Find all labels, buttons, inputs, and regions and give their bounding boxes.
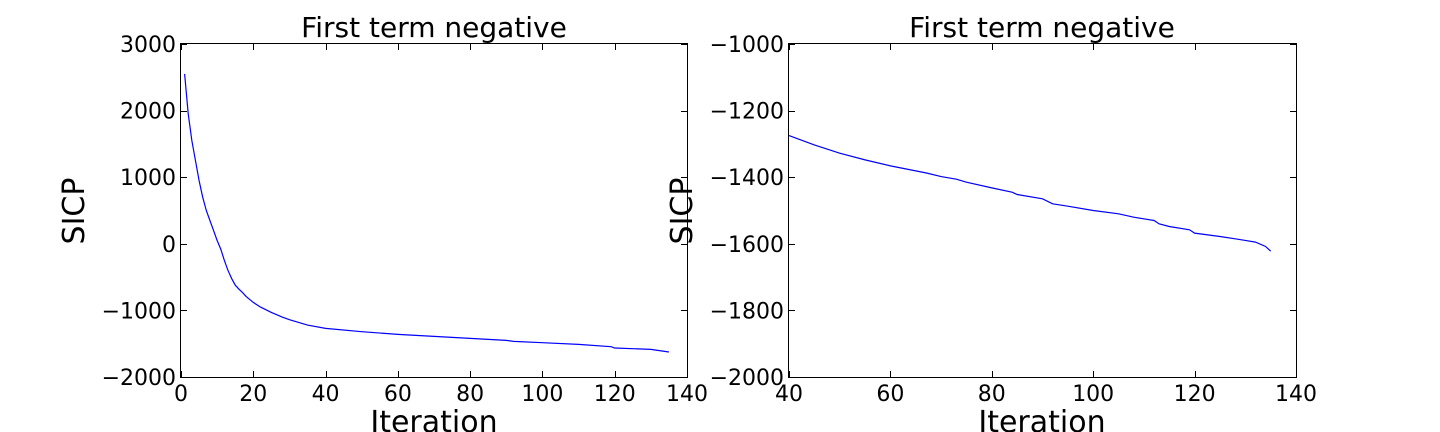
right-chart-series-line: [788, 135, 1272, 252]
left-chart-ytick-label: 3000: [120, 33, 176, 58]
left-chart-ytick-label: −1000: [102, 299, 176, 324]
right-chart-xtick-label: 100: [1072, 382, 1114, 407]
right-chart-ytick-label: −1800: [710, 299, 784, 324]
right-chart-ytick-label: −1000: [710, 33, 784, 58]
right-chart-ytick-label: −2000: [710, 366, 784, 391]
left-chart-ytick-label: 2000: [120, 100, 176, 125]
left-chart-xtick-label: 40: [312, 382, 340, 407]
left-chart-xtick-label: 0: [174, 382, 188, 407]
left-chart-xtick-label: 120: [594, 382, 636, 407]
left-chart-series-line: [184, 73, 670, 353]
left-chart-xtick-label: 140: [666, 382, 708, 407]
left-chart-ytick-label: −2000: [102, 366, 176, 391]
right-chart-xtick-label: 120: [1174, 382, 1216, 407]
right-chart-xtick-label: 40: [775, 382, 803, 407]
left-chart-xtick-label: 80: [456, 382, 484, 407]
right-chart-ylabel: SICP: [665, 178, 700, 245]
left-chart-xtick-label: 60: [384, 382, 412, 407]
right-chart-ytick-label: −1400: [710, 166, 784, 191]
left-chart-xtick-label: 100: [521, 382, 563, 407]
left-chart-ticks: 0 20 40 60 80 100 120 140 −2000 −1000 0 1000 2000 300…: [102, 33, 708, 407]
left-chart-ylabel: SICP: [57, 178, 92, 245]
left-chart-title: First term negative: [301, 11, 567, 44]
right-chart: First term negative SICP Iteration 40 60 8…: [665, 11, 1317, 432]
right-chart-xtick-label: 140: [1275, 382, 1317, 407]
right-chart-title: First term negative: [909, 11, 1175, 44]
right-chart-xlabel: Iteration: [978, 405, 1105, 432]
left-chart-xtick-label: 20: [239, 382, 267, 407]
left-chart-ytick-label: 0: [162, 233, 176, 258]
left-chart-ytick-label: 1000: [120, 166, 176, 191]
left-chart: First term negative SICP Iteration 0 20 40…: [57, 11, 708, 432]
right-chart-plot-frame: [788, 43, 1297, 378]
left-chart-xlabel: Iteration: [370, 405, 497, 432]
left-chart-plot-frame: [180, 43, 688, 378]
right-chart-xtick-label: 80: [978, 382, 1006, 407]
right-chart-ticks: 40 60 80 100 120 140 −2000 −1800 −1600 −1400 −1200…: [710, 33, 1317, 407]
right-chart-xtick-label: 60: [876, 382, 904, 407]
right-chart-ytick-label: −1600: [710, 233, 784, 258]
right-chart-ytick-label: −1200: [710, 100, 784, 125]
